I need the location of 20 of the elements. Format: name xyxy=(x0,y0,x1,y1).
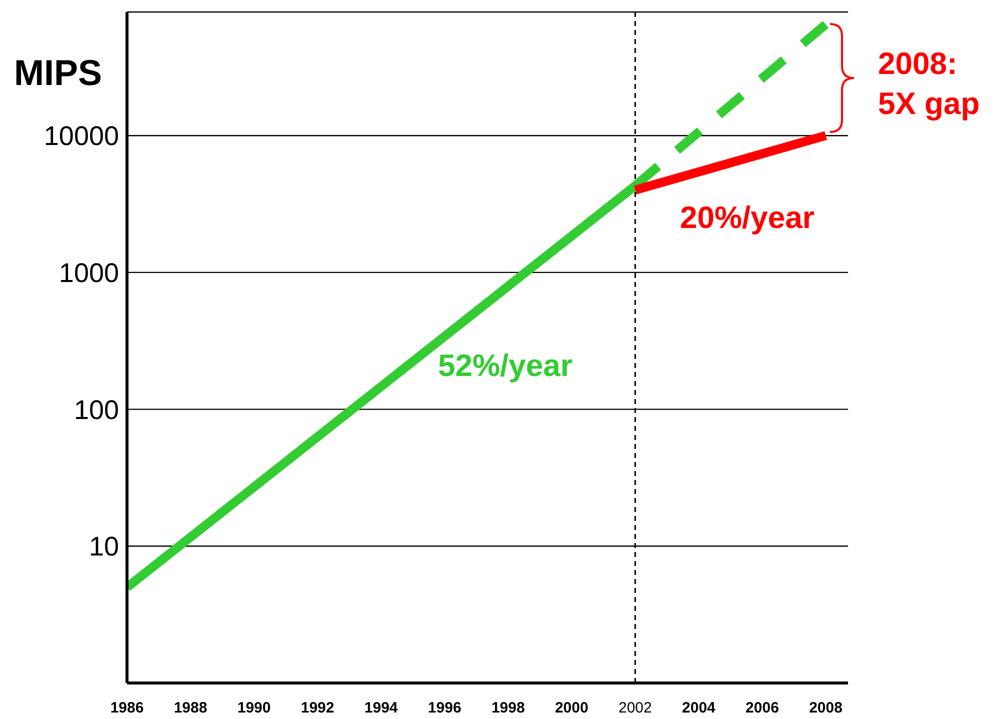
y-tick-label: 100 xyxy=(74,394,119,425)
annotation: 52%/year xyxy=(438,347,572,385)
x-tick-label: 1986 xyxy=(110,700,144,716)
x-tick-label: 1998 xyxy=(491,700,525,716)
x-tick-label: 1996 xyxy=(428,700,462,716)
x-tick-label: 1994 xyxy=(364,700,398,716)
x-tick-label: 2006 xyxy=(746,700,779,716)
text: 2008: 5X gap xyxy=(878,45,981,123)
y-tick-label: 1000 xyxy=(58,258,119,288)
x-tick-label: 2004 xyxy=(682,700,716,716)
y-axis-title: MIPS xyxy=(14,52,102,94)
x-tick-label: 1992 xyxy=(300,700,334,716)
y-tick-label: 10000 xyxy=(44,121,119,152)
annotation: 20%/year xyxy=(680,199,814,237)
x-tick-label: 2002 xyxy=(618,700,652,716)
y-tick-label: 10 xyxy=(88,532,119,562)
x-tick-label: 1990 xyxy=(237,700,271,716)
x-tick-label: 2000 xyxy=(554,700,588,716)
x-tick-label: 1988 xyxy=(174,700,208,716)
x-tick-label: 2008 xyxy=(809,700,842,716)
